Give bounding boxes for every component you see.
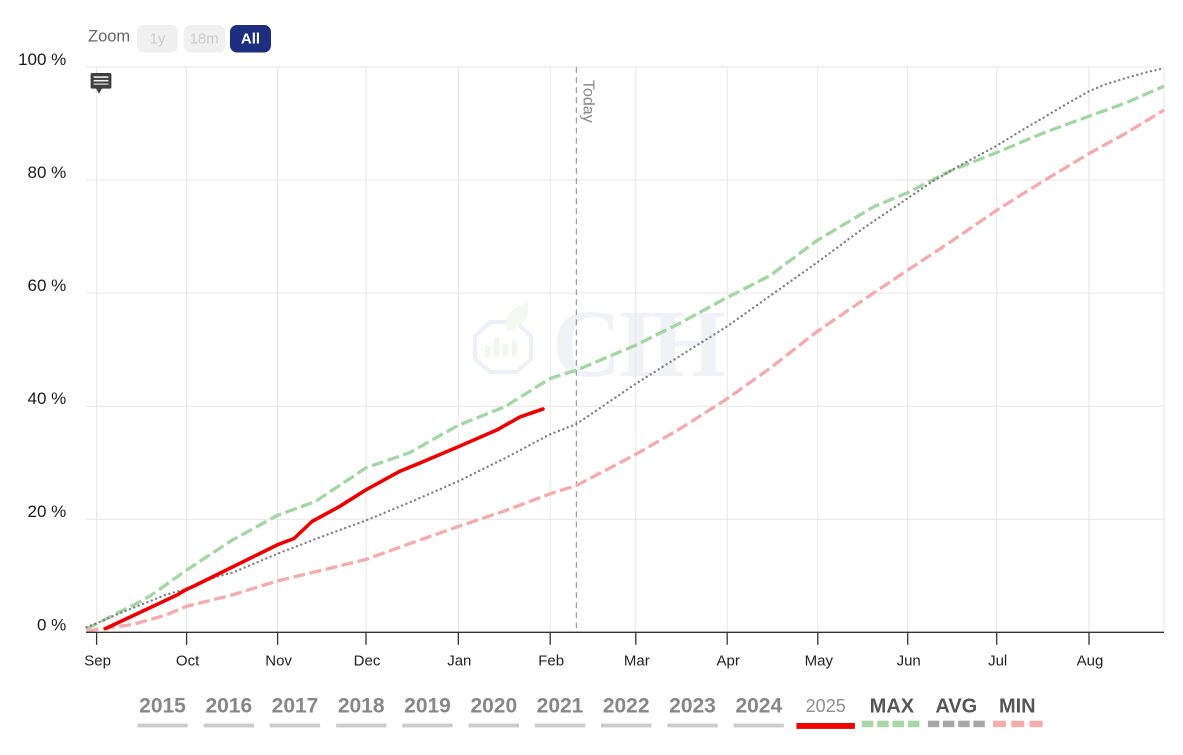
svg-text:2023: 2023 bbox=[669, 695, 716, 718]
svg-text:May: May bbox=[805, 653, 834, 670]
svg-text:0 %: 0 % bbox=[37, 615, 66, 634]
svg-text:MIN: MIN bbox=[999, 696, 1036, 718]
svg-text:100 %: 100 % bbox=[18, 50, 66, 69]
svg-text:Aug: Aug bbox=[1077, 653, 1104, 670]
svg-text:Nov: Nov bbox=[265, 653, 292, 670]
svg-text:2015: 2015 bbox=[139, 695, 186, 718]
svg-text:Apr: Apr bbox=[717, 653, 740, 670]
svg-text:Jun: Jun bbox=[897, 653, 921, 670]
svg-text:18m: 18m bbox=[190, 31, 219, 48]
svg-text:All: All bbox=[241, 31, 260, 48]
svg-text:Sep: Sep bbox=[84, 653, 111, 670]
svg-text:Zoom: Zoom bbox=[88, 28, 130, 46]
svg-text:80 %: 80 % bbox=[28, 163, 67, 182]
svg-text:Jul: Jul bbox=[988, 653, 1007, 670]
svg-text:2018: 2018 bbox=[338, 695, 385, 718]
svg-text:2017: 2017 bbox=[272, 695, 319, 718]
svg-text:Feb: Feb bbox=[538, 653, 564, 670]
svg-text:2024: 2024 bbox=[735, 695, 782, 718]
svg-text:Oct: Oct bbox=[176, 653, 200, 670]
svg-text:Today: Today bbox=[580, 80, 597, 123]
svg-text:2022: 2022 bbox=[603, 695, 650, 718]
svg-text:40 %: 40 % bbox=[28, 389, 67, 408]
svg-text:AVG: AVG bbox=[935, 696, 977, 718]
svg-text:2020: 2020 bbox=[470, 695, 517, 718]
svg-text:Dec: Dec bbox=[354, 653, 381, 670]
svg-text:20 %: 20 % bbox=[28, 502, 67, 521]
svg-text:2025: 2025 bbox=[806, 696, 846, 716]
svg-text:2016: 2016 bbox=[205, 695, 252, 718]
svg-text:2021: 2021 bbox=[537, 695, 584, 718]
svg-text:1y: 1y bbox=[150, 31, 166, 48]
svg-text:Jan: Jan bbox=[447, 653, 471, 670]
svg-text:60 %: 60 % bbox=[28, 276, 67, 295]
svg-text:Mar: Mar bbox=[624, 653, 650, 670]
svg-text:MAX: MAX bbox=[870, 696, 915, 718]
svg-text:2019: 2019 bbox=[404, 695, 451, 718]
